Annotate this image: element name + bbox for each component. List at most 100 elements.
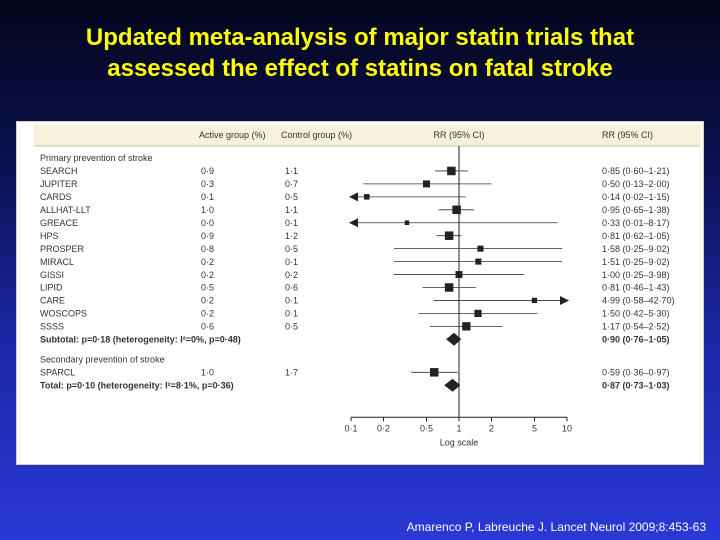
header-rr-text: RR (95% CI): [602, 130, 653, 140]
point-estimate: [404, 220, 410, 225]
x-tick-label: 0·1: [344, 423, 357, 433]
study-label: JUPITER: [40, 179, 78, 189]
control-value: 0·1: [285, 296, 298, 306]
study-label: GISSI: [40, 270, 64, 280]
active-value: 0·0: [201, 218, 214, 228]
x-tick-label: 2: [489, 423, 494, 433]
rr-text: 0·95 (0·65–1·38): [602, 205, 670, 215]
study-label: LIPID: [40, 283, 63, 293]
active-value: 0·2: [201, 270, 214, 280]
control-value: 0·6: [285, 283, 298, 293]
active-value: 1·0: [201, 205, 214, 215]
study-label: ALLHAT-LLT: [40, 205, 91, 215]
active-value: 0·5: [201, 283, 214, 293]
control-value: 0·7: [285, 179, 298, 189]
active-value: 0·9: [201, 231, 214, 241]
control-value: 0·5: [285, 322, 298, 332]
control-value: 0·1: [285, 257, 298, 267]
rr-text: 0·85 (0·60–1·21): [602, 166, 670, 176]
x-tick-label: 0·2: [377, 423, 390, 433]
ci-arrow-left: [349, 192, 358, 202]
point-estimate: [444, 283, 454, 292]
citation: Amarenco P, Labreuche J. Lancet Neurol 2…: [406, 520, 706, 534]
slide-title: Updated meta-analysis of major statin tr…: [0, 22, 720, 84]
rr-text: 1·58 (0·25–9·02): [602, 244, 670, 254]
control-value: 0·2: [285, 270, 298, 280]
rr-text: 1·51 (0·25–9·02): [602, 257, 670, 267]
point-estimate: [477, 245, 484, 252]
active-value: 0·8: [201, 244, 214, 254]
rr-text: 0·59 (0·36–0·97): [602, 368, 670, 378]
rr-text: 0·81 (0·46–1·43): [602, 283, 670, 293]
title-line-1: Updated meta-analysis of major statin tr…: [85, 24, 635, 51]
forest-plot-panel: Active group (%) Control group (%) RR (95%…: [16, 121, 704, 465]
title-line-2: assessed the effect of statins on fatal …: [107, 55, 613, 82]
active-value: 0·2: [201, 296, 214, 306]
active-value: 0·2: [201, 257, 214, 267]
rr-text: 1·00 (0·25–3·98): [602, 270, 670, 280]
section-heading: Primary prevention of stroke: [40, 153, 153, 163]
study-label: CARE: [40, 296, 65, 306]
control-value: 0·1: [285, 309, 298, 319]
header-control: Control group (%): [281, 130, 352, 140]
header-active: Active group (%): [199, 130, 266, 140]
study-label: SEARCH: [40, 166, 78, 176]
header-band: [34, 125, 700, 146]
point-estimate: [455, 271, 463, 279]
active-value: 1·0: [201, 368, 214, 378]
study-label: GREACE: [40, 218, 78, 228]
x-tick-label: 5: [532, 423, 537, 433]
rr-text: 0·81 (0·62–1·05): [602, 231, 670, 241]
point-estimate: [447, 166, 456, 176]
ci-arrow-right: [560, 295, 569, 305]
study-label: MIRACL: [40, 257, 74, 267]
ci-arrow-left: [349, 218, 358, 228]
header-rr-plot: RR (95% CI): [433, 130, 484, 140]
summary-rr-text: 0·90 (0·76–1·05): [602, 335, 670, 345]
summary-rr-text: 0·87 (0·73–1·03): [602, 380, 670, 390]
active-value: 0·6: [201, 322, 214, 332]
study-label: PROSPER: [40, 244, 85, 254]
rr-text: 1·17 (0·54–2·52): [602, 322, 670, 332]
control-value: 0·1: [285, 218, 298, 228]
control-value: 0·5: [285, 192, 298, 202]
point-estimate: [531, 297, 538, 304]
rr-text: 4·99 (0·58–42·70): [602, 296, 675, 306]
study-label: HPS: [40, 231, 59, 241]
study-label: CARDS: [40, 192, 72, 202]
point-estimate: [475, 258, 482, 265]
control-value: 0·5: [285, 244, 298, 254]
rr-text: 0·50 (0·13–2·00): [602, 179, 670, 189]
control-value: 1·7: [285, 368, 298, 378]
study-label: SPARCL: [40, 368, 75, 378]
active-value: 0·9: [201, 166, 214, 176]
x-tick-label: 10: [562, 423, 572, 433]
point-estimate: [444, 231, 454, 240]
rr-text: 0·14 (0·02–1·15): [602, 192, 670, 202]
control-value: 1·1: [285, 205, 298, 215]
active-value: 0·3: [201, 179, 214, 189]
study-label: WOSCOPS: [40, 309, 87, 319]
point-estimate: [452, 205, 461, 215]
x-axis-label: Log scale: [440, 437, 479, 447]
x-tick-label: 0·5: [420, 423, 433, 433]
forest-plot: Active group (%) Control group (%) RR (95%…: [34, 125, 700, 447]
control-value: 1·2: [285, 231, 298, 241]
point-estimate: [462, 322, 471, 331]
active-value: 0·1: [201, 192, 214, 202]
active-value: 0·2: [201, 309, 214, 319]
rr-text: 0·33 (0·01–8·17): [602, 218, 670, 228]
rr-text: 1·50 (0·42–5·30): [602, 309, 670, 319]
x-tick-label: 1: [456, 423, 461, 433]
summary-diamond: [444, 378, 461, 392]
study-label: SSSS: [40, 322, 64, 332]
point-estimate: [364, 194, 370, 200]
section-heading: Secondary prevention of stroke: [40, 355, 165, 365]
summary-diamond: [446, 332, 462, 346]
point-estimate: [474, 309, 482, 318]
point-estimate: [430, 368, 439, 377]
control-value: 1·1: [285, 166, 298, 176]
summary-label: Total: p=0·10 (heterogeneity: I²=8·1%, p…: [40, 380, 234, 390]
summary-label: Subtotal: p=0·18 (heterogeneity: I²=0%, …: [40, 335, 241, 345]
point-estimate: [422, 180, 430, 188]
